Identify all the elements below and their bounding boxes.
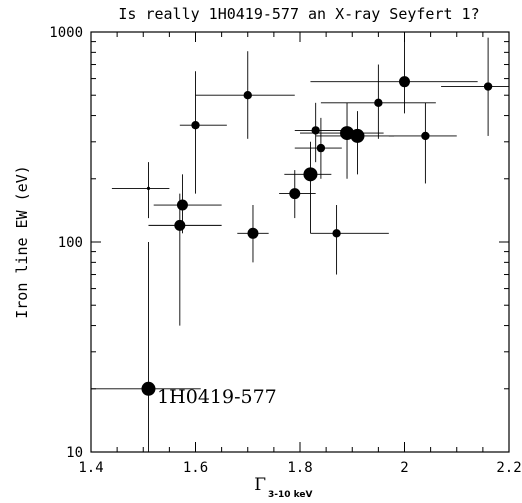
y-axis-label: Iron line EW (eV) <box>13 165 31 319</box>
y-tick-labels: 10 100 1000 <box>49 25 83 461</box>
data-point <box>316 143 326 153</box>
x-tick-labels: 1.4 1.6 1.8 2 2.2 <box>78 460 521 476</box>
data-point <box>350 128 365 143</box>
x-axis-label-subscript: 3-10 keV <box>268 490 313 500</box>
data-point <box>311 126 320 135</box>
data-point <box>289 188 301 200</box>
chart-title: Is really 1H0419-577 an X-ray Seyfert 1? <box>118 5 479 23</box>
data-point <box>141 381 156 396</box>
y-tick-label: 10 <box>66 445 83 461</box>
data-point <box>332 229 341 238</box>
y-tick-label: 1000 <box>49 25 83 41</box>
x-tick-label: 1.4 <box>78 460 103 476</box>
x-tick-label: 2 <box>400 460 408 476</box>
x-axis-label-main: Γ <box>254 475 266 495</box>
data-point <box>303 167 318 182</box>
x-axis-label: Γ 3-10 keV <box>254 475 312 500</box>
x-tick-label: 1.6 <box>183 460 208 476</box>
data-point <box>243 91 252 100</box>
x-tick-label: 1.8 <box>287 460 312 476</box>
source-annotation: 1H0419-577 <box>157 386 277 408</box>
data-point <box>247 227 259 239</box>
data-point <box>191 120 200 130</box>
data-point <box>176 199 188 211</box>
data-point <box>399 76 410 88</box>
x-tick-label: 2.2 <box>496 460 521 476</box>
data-point <box>174 219 186 231</box>
data-points <box>141 76 493 396</box>
data-point <box>421 131 430 141</box>
data-point <box>374 98 383 108</box>
data-point <box>483 82 493 91</box>
y-tick-label: 100 <box>58 235 83 251</box>
data-point <box>146 186 151 190</box>
